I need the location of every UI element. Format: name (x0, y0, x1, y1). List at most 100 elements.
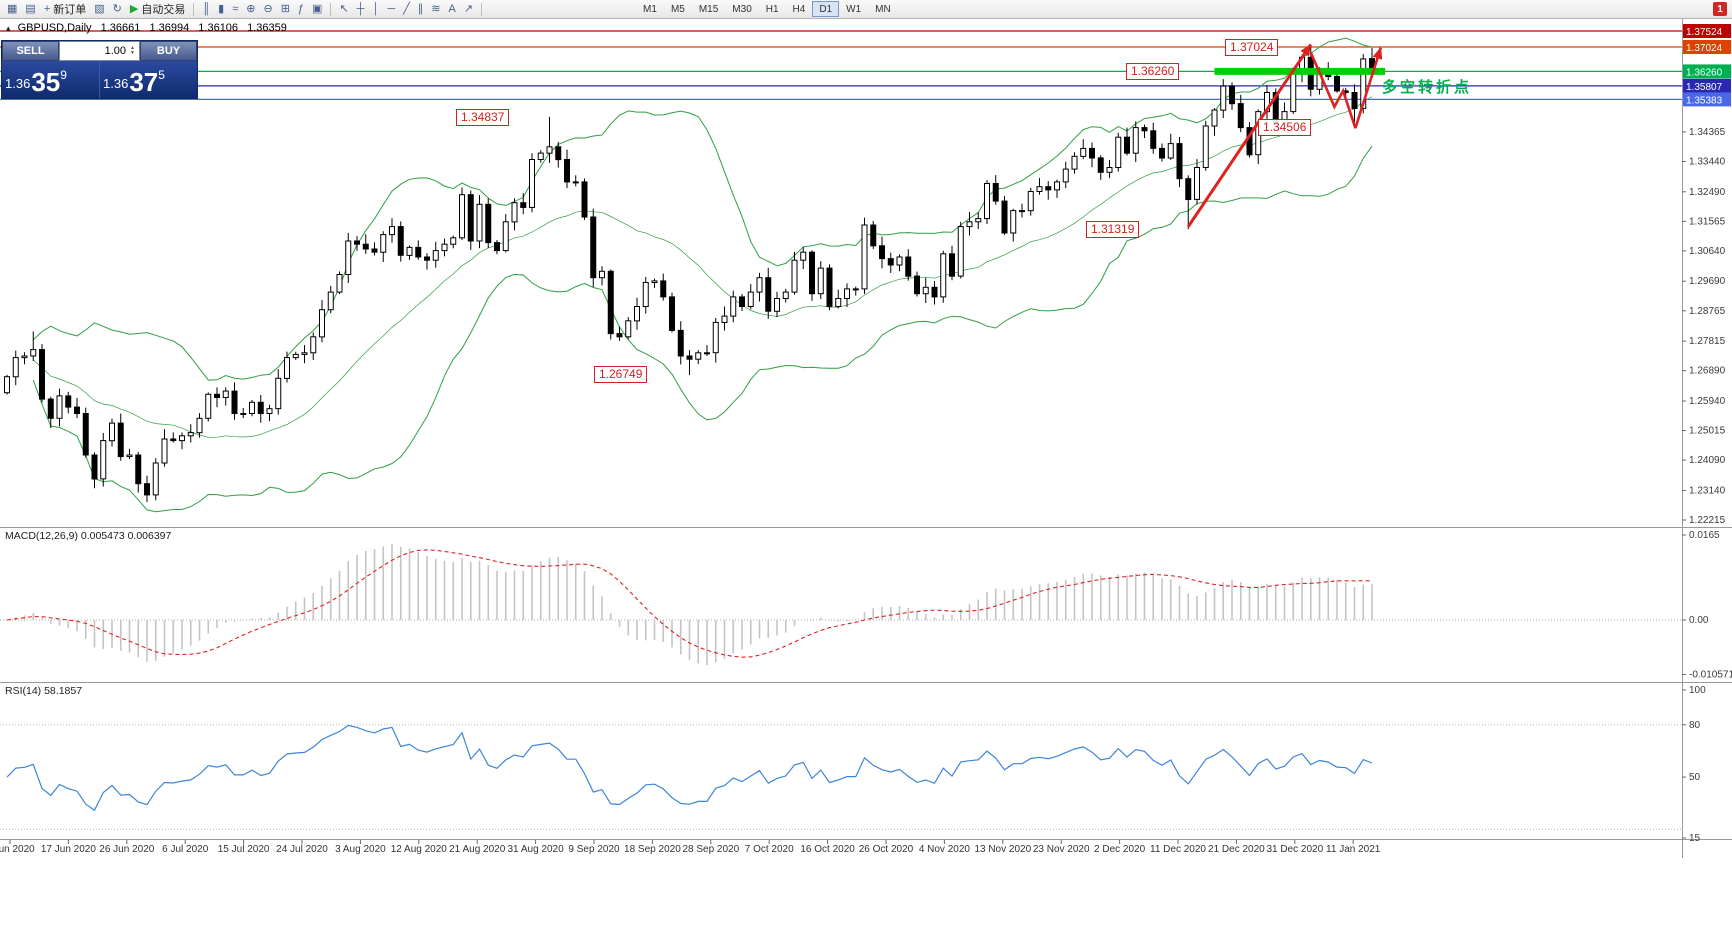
price-callout-131319[interactable]: 1.31319 (1086, 221, 1140, 238)
spinner-up-icon[interactable]: ▲ (130, 45, 135, 51)
zoom-in-icon[interactable]: ⊕ (242, 1, 259, 18)
window-list-icon: ▤ (25, 2, 36, 15)
lot-size-input[interactable]: 1.00 ▲ ▼ (59, 41, 140, 61)
refresh-icon: ↻ (112, 2, 122, 15)
svg-text:31 Aug 2020: 31 Aug 2020 (508, 844, 565, 855)
alert-badge[interactable]: 1 (1713, 2, 1727, 16)
svg-text:1.30640: 1.30640 (1689, 246, 1726, 257)
price-callout-126749[interactable]: 1.26749 (594, 366, 648, 383)
svg-text:1.27815: 1.27815 (1689, 336, 1726, 347)
price-callout-134837[interactable]: 1.34837 (456, 109, 510, 126)
svg-text:1.26890: 1.26890 (1689, 366, 1726, 377)
svg-text:26 Oct 2020: 26 Oct 2020 (859, 844, 914, 855)
buy-button[interactable]: BUY (140, 41, 197, 61)
chart-ohlc-info: ▴ GBPUSD,Daily 1.36661 1.36994 1.36106 1… (6, 22, 293, 34)
svg-text:1.24090: 1.24090 (1689, 455, 1726, 466)
zoom-out-icon[interactable]: ⊖ (259, 1, 276, 18)
svg-text:-0.010571: -0.010571 (1689, 669, 1732, 680)
timeframe-m15-button[interactable]: M15 (698, 4, 719, 15)
svg-text:1.22215: 1.22215 (1689, 515, 1726, 526)
svg-text:100: 100 (1689, 685, 1706, 696)
arrows-icon: ↗ (463, 2, 474, 15)
ask-price[interactable]: 1.36 37 5 (100, 61, 197, 98)
horizontal-line-icon: ─ (387, 2, 396, 15)
svg-text:18 Sep 2020: 18 Sep 2020 (624, 844, 681, 855)
auto-trading-button[interactable]: ▶ 自动交易 (126, 1, 189, 18)
svg-text:80: 80 (1689, 720, 1701, 731)
svg-text:0.00: 0.00 (1689, 615, 1709, 626)
timeframe-h4-button[interactable]: H4 (792, 4, 806, 15)
channel-icon: ∥ (417, 2, 424, 15)
lot-spinner[interactable]: ▲ ▼ (127, 42, 138, 60)
new-chart-icon: ▦ (7, 2, 18, 15)
svg-text:2 Dec 2020: 2 Dec 2020 (1094, 844, 1146, 855)
bid-ask-divider (99, 61, 100, 98)
fibonacci-icon[interactable]: ≋ (427, 1, 444, 18)
price-callout-136260[interactable]: 1.36260 (1126, 63, 1180, 80)
bars-chart-icon[interactable]: ║ (198, 1, 214, 18)
zoom-in-icon: ⊕ (246, 2, 256, 15)
toolbar: ▦ ▤ + 新订单 ▧ ↻ ▶ 自动交易 ║ ▮ ≈ ⊕ ⊖ ⊞ ƒ ▣ ↖ ┼ │ ─ ╱ ∥ ≋ A ↗ M1 M5 M15 M3… (0, 0, 1732, 19)
channel-icon[interactable]: ∥ (414, 1, 428, 18)
svg-text:28 Sep 2020: 28 Sep 2020 (682, 844, 739, 855)
svg-text:12 Aug 2020: 12 Aug 2020 (391, 844, 448, 855)
line-chart-icon[interactable]: ≈ (228, 1, 242, 18)
trendline-icon[interactable]: ╱ (399, 1, 414, 18)
timeframe-m1-button[interactable]: M1 (643, 4, 657, 15)
text-icon[interactable]: A (444, 1, 459, 18)
timeframe-h1-button[interactable]: H1 (765, 4, 779, 15)
cursor-icon: ↖ (339, 2, 349, 15)
vertical-line-icon[interactable]: │ (368, 1, 383, 18)
one-click-collapse-icon[interactable]: ▴ (6, 23, 11, 33)
price-callout-134506[interactable]: 1.34506 (1258, 119, 1312, 136)
turning-point-note[interactable]: 多空转折点 (1382, 79, 1473, 96)
chart-profile-icon[interactable]: ▧ (90, 1, 108, 18)
bid-price[interactable]: 1.36 35 9 (2, 61, 99, 98)
crosshair-icon: ┼ (356, 2, 365, 15)
svg-text:1.37524: 1.37524 (1686, 27, 1723, 38)
candles-layer (4, 46, 1375, 503)
svg-text:3 Aug 2020: 3 Aug 2020 (335, 844, 386, 855)
rsi-layer (0, 724, 1682, 830)
new-chart-icon[interactable]: ▦ (3, 1, 21, 18)
svg-text:15 Jul 2020: 15 Jul 2020 (218, 844, 270, 855)
close-value: 1.36359 (247, 22, 287, 34)
new-order-icon: + (43, 2, 51, 15)
high-value: 1.36994 (149, 22, 190, 34)
candles-chart-icon: ▮ (218, 2, 225, 15)
window-list-icon[interactable]: ▤ (21, 1, 39, 18)
templates-icon: ▣ (312, 2, 323, 15)
timeframe-d1-button[interactable]: D1 (812, 1, 840, 17)
tile-windows-icon[interactable]: ⊞ (277, 1, 294, 18)
auto-trading-icon: ▶ (129, 2, 139, 15)
svg-text:1.35383: 1.35383 (1686, 95, 1723, 106)
templates-icon[interactable]: ▣ (308, 1, 326, 18)
svg-text:21 Aug 2020: 21 Aug 2020 (449, 844, 506, 855)
price-callout-137024[interactable]: 1.37024 (1225, 39, 1279, 56)
timeframe-mn-button[interactable]: MN (875, 4, 891, 15)
horizontal-lines-layer (0, 30, 1682, 100)
crosshair-icon[interactable]: ┼ (353, 1, 369, 18)
axes-layer: 1.34365 1.33440 1.32490 1.31565 1.30640 1.296… (0, 19, 1732, 858)
svg-text:1.25940: 1.25940 (1689, 396, 1726, 407)
chart-profile-icon: ▧ (94, 2, 105, 15)
svg-text:1.23140: 1.23140 (1689, 485, 1726, 496)
text-icon: A (448, 2, 456, 15)
indicators-icon[interactable]: ƒ (294, 1, 308, 18)
horizontal-line-icon[interactable]: ─ (383, 1, 399, 18)
bollinger-layer (32, 37, 1373, 513)
new-order-button[interactable]: + 新订单 (40, 1, 90, 18)
svg-text:1.31565: 1.31565 (1689, 216, 1726, 227)
timeframe-m5-button[interactable]: M5 (670, 4, 685, 15)
sell-button[interactable]: SELL (2, 41, 59, 61)
spinner-down-icon[interactable]: ▼ (130, 50, 135, 56)
arrows-icon[interactable]: ↗ (460, 1, 477, 18)
refresh-icon[interactable]: ↻ (109, 1, 126, 18)
timeframe-w1-button[interactable]: W1 (846, 4, 862, 15)
cursor-icon[interactable]: ↖ (335, 1, 352, 18)
svg-text:7 Oct 2020: 7 Oct 2020 (745, 844, 794, 855)
candles-chart-icon[interactable]: ▮ (214, 1, 228, 18)
timeframe-m30-button[interactable]: M30 (732, 4, 752, 15)
svg-text:0.0165: 0.0165 (1689, 530, 1720, 541)
